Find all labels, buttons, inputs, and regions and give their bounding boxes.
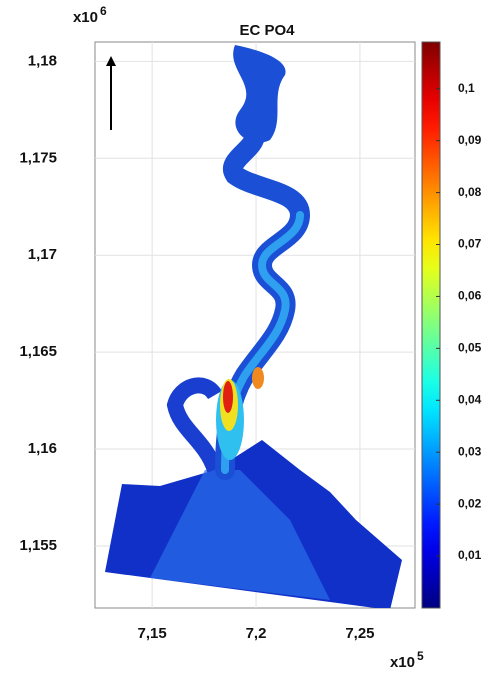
concentration-field [105, 45, 402, 608]
colorbar-tick-label: 0,09 [458, 133, 482, 147]
colorbar-tick-label: 0,1 [458, 81, 475, 95]
colorbar-tick-label: 0,01 [458, 548, 482, 562]
plume [150, 470, 330, 600]
colorbar-tick-label: 0,06 [458, 289, 482, 303]
colorbar-tick-label: 0,03 [458, 444, 482, 458]
x-tick-label: 7,25 [345, 625, 374, 642]
y-exponent-power: 6 [100, 4, 107, 18]
hotspot-2 [252, 367, 264, 389]
y-tick-label: 1,17 [28, 246, 57, 263]
x-exponent-base: x10 [390, 654, 415, 671]
colorbar-tick-label: 0,04 [458, 392, 482, 406]
upper-river [233, 45, 286, 143]
colorbar-tick-label: 0,08 [458, 185, 482, 199]
y-tick-label: 1,165 [19, 343, 57, 360]
chart-title: EC PO4 [239, 22, 295, 39]
colorbar-tick-label: 0,05 [458, 341, 482, 355]
channel [166, 377, 223, 473]
y-tick-label: 1,155 [19, 537, 57, 554]
hotspot-core [223, 381, 233, 413]
colorbar-tick-label: 0,07 [458, 237, 482, 251]
y-tick-label: 1,175 [19, 149, 57, 166]
colorbar-tick-label: 0,02 [458, 496, 482, 510]
y-tick-label: 1,18 [28, 52, 57, 69]
x-tick-label: 7,2 [246, 625, 267, 642]
y-tick-label: 1,16 [28, 440, 57, 457]
y-exponent-base: x10 [73, 9, 98, 26]
north-arrow-head [106, 56, 116, 66]
x-tick-label: 7,15 [138, 625, 167, 642]
x-exponent-power: 5 [417, 649, 424, 663]
colorbar [421, 41, 441, 609]
